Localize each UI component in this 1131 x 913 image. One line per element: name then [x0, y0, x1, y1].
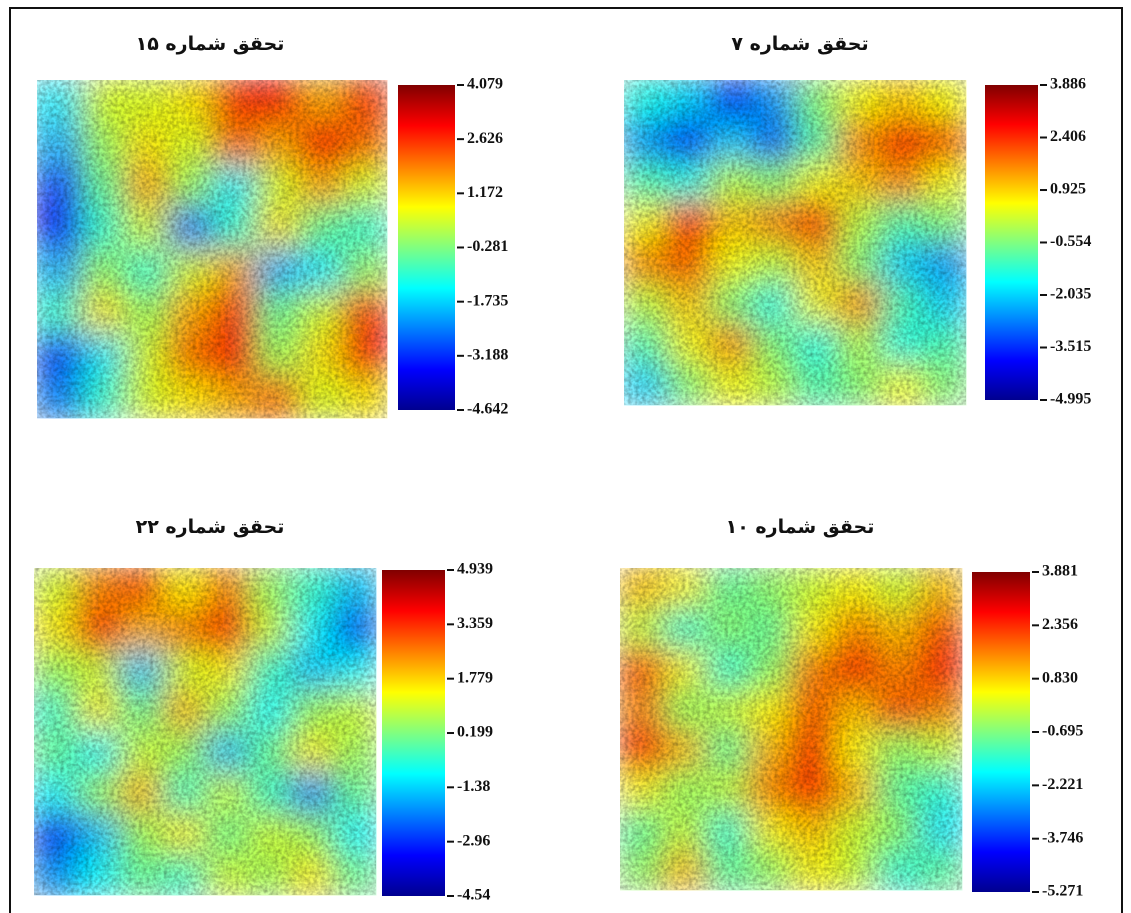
colorbar-tick-label: -4.995 [1050, 391, 1091, 408]
colorbar-tick-label: 2.626 [467, 130, 503, 147]
colorbar-tick-label: 4.939 [457, 561, 493, 578]
colorbar-tick-label: -1.735 [467, 292, 508, 309]
texture [34, 568, 376, 895]
colorbar-tick-label: 1.779 [457, 669, 493, 686]
colorbar-tick-label: 0.830 [1042, 669, 1078, 686]
colorbar-tick-label: 4.079 [467, 76, 503, 93]
colorbar-tick-label: -4.642 [467, 401, 508, 418]
colorbar-tick-label: -2.96 [457, 832, 490, 849]
colorbar-tick-label: 0.925 [1050, 181, 1086, 198]
panel-title: تحقق شماره ۷ [731, 33, 868, 55]
panel-title: تحقق شماره ۱۰ [726, 516, 875, 538]
colorbar-tick-label: 2.356 [1042, 616, 1078, 633]
texture [37, 80, 387, 418]
colorbar-tick-label: -4.54 [457, 887, 490, 904]
colorbar-tick-label: 3.886 [1050, 76, 1086, 93]
frame [9, 7, 1123, 913]
colorbar-tick-label: -2.035 [1050, 286, 1091, 303]
colorbar-tick-label: -0.281 [467, 238, 508, 255]
colorbar-tick-label: 3.881 [1042, 563, 1078, 580]
colorbar-tick-label: 1.172 [467, 184, 503, 201]
colorbar [398, 85, 455, 410]
colorbar [985, 85, 1038, 400]
texture [624, 80, 966, 405]
panel: تحقق شماره ۲۲ 4.939 3.359 1.779 0.199 -1.38 -2… [34, 516, 493, 904]
colorbar-tick-label: -3.746 [1042, 829, 1083, 846]
colorbar-tick-label: -1.38 [457, 778, 490, 795]
panel: تحقق شماره ۷ 3.886 2.406 0.925 -0.554 -2.035 -… [624, 33, 1091, 408]
colorbar-tick-label: -5.271 [1042, 883, 1083, 900]
texture [620, 568, 962, 890]
panel: تحقق شماره ۱۵ 4.079 2.626 1.172 -0.281 -1.735… [37, 33, 508, 419]
colorbar-tick-label: 0.199 [457, 724, 493, 741]
colorbar-tick-label: 3.359 [457, 615, 493, 632]
panel-title: تحقق شماره ۱۵ [136, 33, 285, 55]
colorbar-tick-label: -2.221 [1042, 776, 1083, 793]
panel-title: تحقق شماره ۲۲ [136, 516, 285, 538]
colorbar-tick-label: -3.188 [467, 346, 508, 363]
colorbar-tick-label: 2.406 [1050, 128, 1086, 145]
colorbar-tick-label: -3.515 [1050, 338, 1091, 355]
colorbar [972, 572, 1030, 892]
colorbar [382, 570, 445, 896]
panel: تحقق شماره ۱۰ 3.881 2.356 0.830 -0.695 -2.221… [620, 516, 1083, 900]
colorbar-tick-label: -0.695 [1042, 723, 1083, 740]
colorbar-tick-label: -0.554 [1050, 233, 1091, 250]
